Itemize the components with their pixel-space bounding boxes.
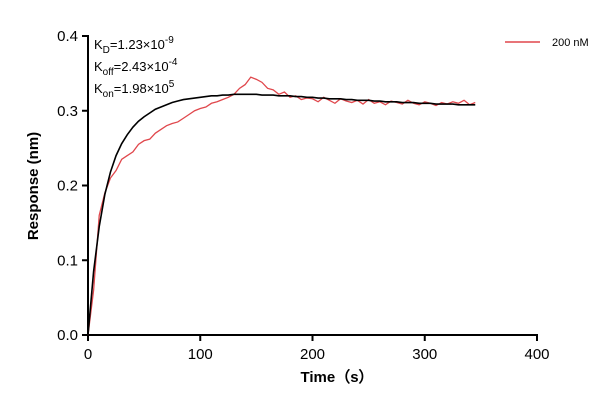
y-axis-label: Response (nm) [25, 132, 42, 240]
y-tick-label: 0.1 [57, 252, 78, 269]
legend-label: 200 nM [552, 37, 589, 49]
annotation-symbol: K [94, 37, 103, 52]
annotation-symbol: K [94, 59, 103, 74]
annotation-exponent: 5 [169, 79, 175, 90]
annotation-exponent: -4 [169, 57, 178, 68]
annotation-symbol: K [94, 81, 103, 96]
y-tick-label: 0.3 [57, 103, 78, 120]
x-tick-label: 300 [412, 346, 437, 363]
y-tick-label: 0.0 [57, 327, 78, 344]
x-tick-label: 0 [84, 346, 92, 363]
series-line [87, 93, 476, 336]
y-tick-label: 0.2 [57, 178, 78, 195]
annotation-text: =1.98×10 [114, 81, 169, 96]
annotation-exponent: -9 [165, 35, 174, 46]
annotation: Koff=2.43×10-4 [94, 57, 178, 78]
x-axis-label: Time（s） [300, 368, 373, 386]
x-tick-label: 400 [524, 346, 549, 363]
y-tick-label: 0.4 [57, 28, 78, 45]
annotation-text: =2.43×10 [114, 59, 169, 74]
annotation-text: =1.23×10 [110, 37, 165, 52]
x-tick-label: 200 [300, 346, 325, 363]
annotation: Kon=1.98×105 [94, 79, 175, 100]
annotation-subscript: D [103, 45, 110, 56]
annotation: KD=1.23×10-9 [94, 35, 174, 56]
x-tick-label: 100 [188, 346, 213, 363]
annotation-subscript: on [103, 89, 114, 100]
annotation-subscript: off [103, 67, 114, 78]
